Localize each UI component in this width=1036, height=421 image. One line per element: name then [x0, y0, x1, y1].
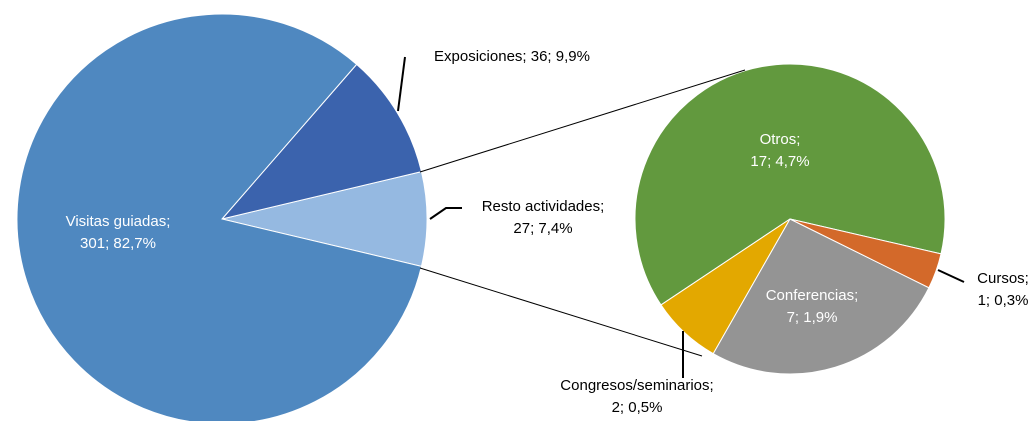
leader-line [429, 207, 462, 220]
pie-slice [789, 218, 942, 289]
leader-line [397, 56, 406, 112]
data-label: Resto actividades; 27; 7,4% [481, 198, 605, 237]
data-label: Visitas guiadas; 301; 82,7% [65, 213, 171, 252]
data-label: Exposiciones; 36; 9,9% [434, 48, 590, 65]
connector-line [419, 69, 746, 173]
pie-slice [220, 63, 423, 220]
data-label: Cursos; 1; 0,3% [977, 270, 1029, 309]
leader-line [937, 269, 965, 283]
pie-slice [634, 63, 946, 306]
slices [16, 13, 946, 421]
pie-slice [16, 13, 423, 421]
data-label: Conferencias; 7; 1,9% [765, 287, 859, 326]
pie-slice [221, 171, 428, 267]
pie-slice [712, 218, 930, 375]
data-label: Otros; 17; 4,7% [750, 131, 810, 170]
data-label: Congresos/seminarios; 2; 0,5% [560, 377, 714, 416]
connector-line [419, 267, 703, 357]
